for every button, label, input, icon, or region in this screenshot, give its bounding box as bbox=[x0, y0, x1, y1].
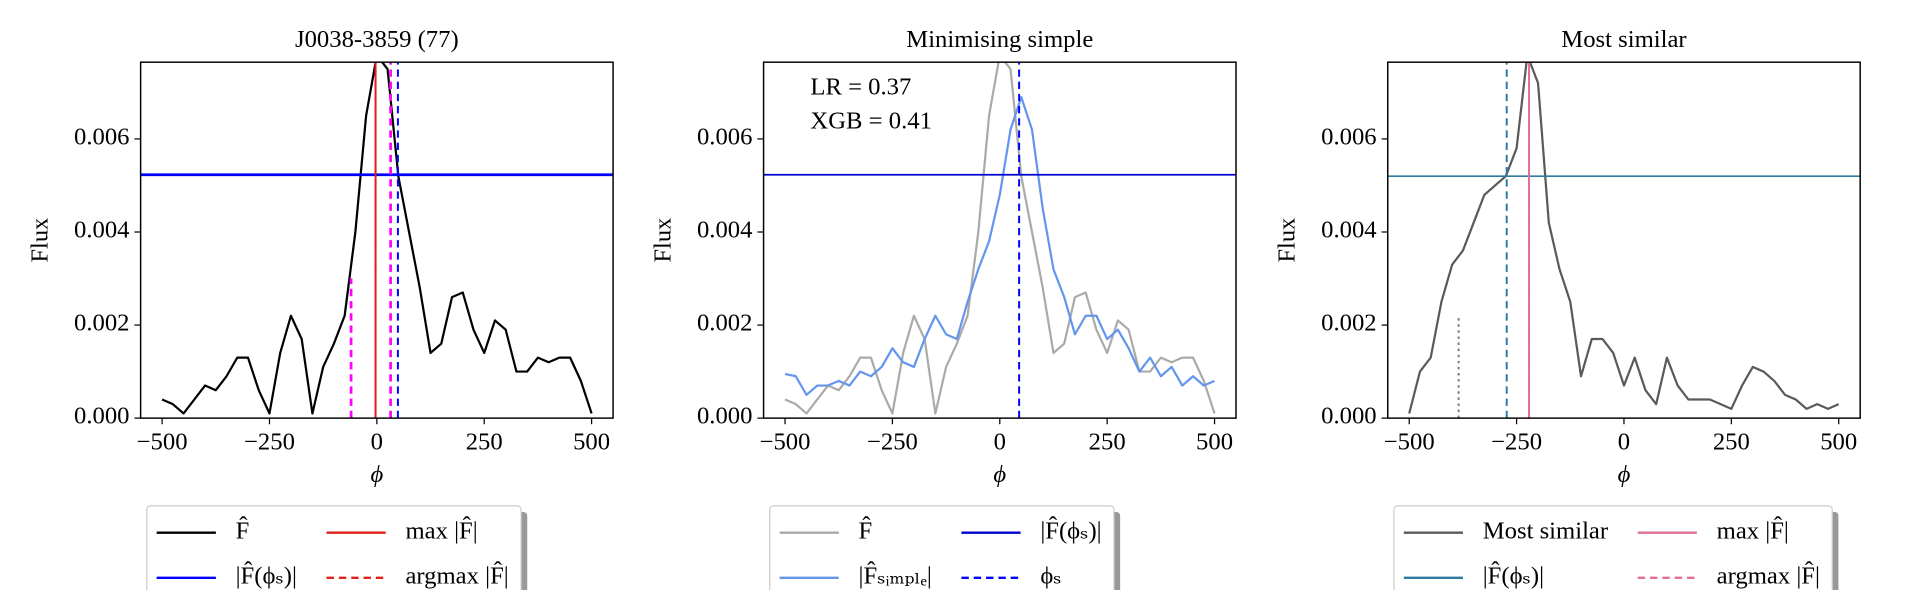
subplot: Most similar ϕ Flux −500 −250 0 250 500 0.000 0.0… bbox=[1274, 26, 1861, 590]
chart-title: Most similar bbox=[1561, 26, 1686, 53]
x-tick-label: 500 bbox=[1820, 428, 1857, 455]
legend-label: argmax |F̂| bbox=[405, 561, 508, 590]
y-tick-label: 0.004 bbox=[74, 217, 129, 244]
x-tick-label: 0 bbox=[1618, 428, 1630, 455]
x-tick-label: −500 bbox=[1384, 428, 1435, 455]
legend-label: max |F̂| bbox=[405, 516, 477, 545]
y-tick-label: 0.004 bbox=[697, 217, 752, 244]
x-axis-label: ϕ bbox=[1618, 461, 1631, 488]
y-tick-label: 0.002 bbox=[697, 310, 752, 337]
legend: F̂ |F̂ₛᵢₘₚₗₑ| |F̂(ϕₛ)| ϕₛ bbox=[769, 505, 1121, 590]
y-axis-label: Flux bbox=[1274, 218, 1301, 263]
chart-title: Minimising simple bbox=[906, 26, 1093, 53]
y-tick-label: 0.002 bbox=[1321, 310, 1376, 337]
annotation: XGB = 0.41 bbox=[810, 108, 931, 135]
series-line bbox=[784, 62, 1216, 415]
legend-label: ϕₛ bbox=[1040, 563, 1061, 590]
x-tick-label: 250 bbox=[1713, 428, 1750, 455]
plot-area bbox=[140, 62, 614, 419]
legend-box bbox=[1393, 505, 1833, 590]
y-tick-label: 0.000 bbox=[74, 403, 129, 430]
x-tick-label: 500 bbox=[573, 428, 610, 455]
plot-area bbox=[1387, 62, 1861, 419]
x-tick-label: −250 bbox=[244, 428, 295, 455]
series-line bbox=[784, 95, 1215, 396]
legend-label: max |F̂| bbox=[1717, 516, 1789, 545]
y-tick-label: 0.004 bbox=[1321, 217, 1376, 244]
legend-label: |F̂ₛᵢₘₚₗₑ| bbox=[859, 561, 932, 590]
x-tick-label: 500 bbox=[1196, 428, 1233, 455]
y-tick-label: 0.006 bbox=[1321, 124, 1376, 151]
legend-label: F̂ bbox=[859, 516, 873, 545]
series-line bbox=[161, 62, 593, 415]
x-tick-label: −500 bbox=[760, 428, 811, 455]
plot-area bbox=[763, 62, 1237, 419]
subplot: J0038-3859 (77) ϕ Flux −500 −250 0 250 500 0.000… bbox=[26, 26, 614, 590]
y-tick-label: 0.006 bbox=[697, 124, 752, 151]
y-tick-label: 0.002 bbox=[74, 310, 129, 337]
legend-label: |F̂(ϕₛ)| bbox=[236, 561, 297, 590]
annotation: LR = 0.37 bbox=[810, 74, 911, 101]
legend-label: |F̂(ϕₛ)| bbox=[1040, 516, 1101, 545]
x-axis-label: ϕ bbox=[370, 461, 383, 488]
legend-label: Most similar bbox=[1483, 517, 1608, 544]
x-tick-label: −250 bbox=[1491, 428, 1542, 455]
axes-frame bbox=[1387, 61, 1861, 419]
y-axis-label: Flux bbox=[26, 218, 53, 263]
y-tick-label: 0.000 bbox=[697, 403, 752, 430]
x-tick-label: 250 bbox=[466, 428, 503, 455]
x-tick-label: 250 bbox=[1089, 428, 1126, 455]
legend-label: F̂ bbox=[236, 516, 250, 545]
x-tick-label: −500 bbox=[137, 428, 188, 455]
y-tick-label: 0.000 bbox=[1321, 403, 1376, 430]
legend: F̂ |F̂(ϕₛ)| max |F̂| argmax |F̂| bbox=[146, 505, 528, 590]
legend-box bbox=[146, 505, 522, 590]
series-line bbox=[1408, 62, 1840, 414]
axes-frame bbox=[139, 61, 614, 419]
legend-label: |F̂(ϕₛ)| bbox=[1483, 561, 1544, 590]
chart-title: J0038-3859 (77) bbox=[295, 26, 459, 53]
legend-box bbox=[769, 505, 1115, 590]
x-axis-label: ϕ bbox=[993, 461, 1006, 488]
y-axis-label: Flux bbox=[649, 218, 676, 263]
y-tick-label: 0.006 bbox=[74, 124, 129, 151]
x-tick-label: 0 bbox=[994, 428, 1006, 455]
subplot: Minimising simple ϕ Flux −500 −250 0 250 500 0.0… bbox=[649, 26, 1237, 590]
x-tick-label: −250 bbox=[867, 428, 918, 455]
axes-frame bbox=[762, 61, 1237, 419]
legend-label: argmax |F̂| bbox=[1717, 561, 1820, 590]
legend: Most similar |F̂(ϕₛ)| max |F̂| argmax |F̂| bbox=[1393, 505, 1839, 590]
x-tick-label: 0 bbox=[371, 428, 383, 455]
